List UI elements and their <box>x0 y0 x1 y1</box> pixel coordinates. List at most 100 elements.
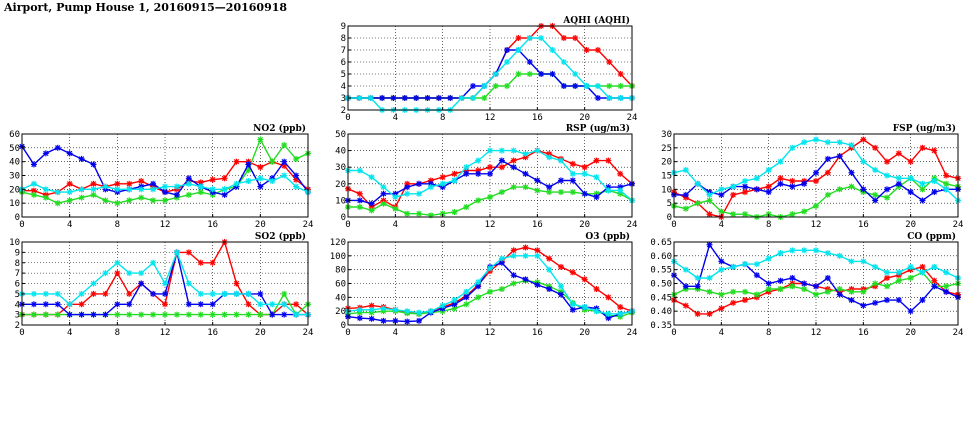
point-rsp-cyan-4 <box>392 194 399 201</box>
point-fsp-red-3 <box>706 211 713 218</box>
point-so2-blue-9 <box>126 301 133 308</box>
point-fsp-cyan-9 <box>777 158 784 165</box>
xtick-rsp-0: 0 <box>345 220 350 230</box>
point-rsp-blue-11 <box>475 170 482 177</box>
point-co-red-21 <box>919 263 926 270</box>
point-so2-cyan-23 <box>293 311 300 318</box>
point-no2-green-3 <box>54 200 61 207</box>
point-no2-cyan-19 <box>245 178 252 185</box>
chart-title-o3: O3 (ppb) <box>585 231 630 242</box>
point-rsp-red-22 <box>605 157 612 164</box>
point-no2-cyan-20 <box>257 175 264 182</box>
point-fsp-red-5 <box>730 191 737 198</box>
xtick-no2-20: 20 <box>255 220 266 230</box>
point-aqhi-blue-4 <box>390 95 397 101</box>
point-fsp-cyan-5 <box>730 183 737 190</box>
point-o3-cyan-6 <box>416 309 422 316</box>
series-no2-blue <box>19 143 311 198</box>
ytick-aqhi-3: 3 <box>341 94 346 104</box>
point-fsp-red-21 <box>919 144 926 151</box>
series-o3-cyan <box>345 252 635 317</box>
xtick-rsp-8: 8 <box>440 220 445 230</box>
point-fsp-red-20 <box>907 158 914 165</box>
point-so2-green-14 <box>185 311 192 318</box>
point-fsp-green-6 <box>742 211 748 218</box>
point-rsp-green-15 <box>522 184 529 191</box>
series-so2-cyan <box>19 249 311 318</box>
chart-title-fsp: FSP (ug/m3) <box>893 123 956 134</box>
chart-o3: 0 4 8 12 16 20 24 0 20 40 60 80 100 120 O3 (ppb) <box>330 231 638 338</box>
point-so2-blue-5 <box>78 311 85 318</box>
point-rsp-blue-12 <box>487 170 493 177</box>
ytick-no2-60: 60 <box>9 130 20 140</box>
point-so2-cyan-4 <box>66 301 73 308</box>
point-so2-blue-22 <box>281 311 288 318</box>
point-o3-cyan-9 <box>451 297 458 304</box>
point-fsp-green-23 <box>943 180 950 187</box>
grid-no2 <box>22 134 308 217</box>
point-aqhi-blue-17 <box>538 71 545 77</box>
xtick-no2-12: 12 <box>160 220 171 230</box>
ytick-o3-20: 20 <box>335 307 346 317</box>
xtick-fsp-12: 12 <box>811 220 822 230</box>
point-so2-green-12 <box>162 311 168 318</box>
point-no2-cyan-5 <box>78 186 85 193</box>
xtick-aqhi-0: 0 <box>345 113 350 123</box>
point-o3-cyan-13 <box>498 255 505 262</box>
point-rsp-green-14 <box>510 184 517 191</box>
point-no2-cyan-21 <box>269 178 276 185</box>
point-co-red-6 <box>742 297 748 304</box>
point-no2-green-11 <box>150 197 157 204</box>
point-o3-cyan-16 <box>534 252 541 259</box>
point-co-blue-10 <box>789 274 796 281</box>
point-rsp-blue-15 <box>522 170 529 177</box>
point-co-green-8 <box>765 286 772 293</box>
point-o3-blue-5 <box>404 318 411 325</box>
xtick-no2-16: 16 <box>207 220 218 230</box>
point-co-blue-16 <box>860 302 867 309</box>
point-rsp-blue-5 <box>404 184 411 191</box>
point-rsp-cyan-15 <box>522 150 529 157</box>
point-so2-blue-20 <box>257 290 264 297</box>
point-co-blue-1 <box>682 283 689 290</box>
point-so2-blue-3 <box>54 301 61 308</box>
point-no2-green-21 <box>269 158 276 165</box>
point-no2-green-14 <box>185 191 192 198</box>
point-no2-blue-12 <box>162 189 168 196</box>
ytick-o3-60: 60 <box>335 280 346 290</box>
point-co-cyan-18 <box>884 269 890 276</box>
point-no2-blue-14 <box>185 175 192 182</box>
point-fsp-blue-8 <box>765 189 772 196</box>
point-aqhi-blue-19 <box>560 83 567 89</box>
point-so2-cyan-10 <box>138 270 145 277</box>
point-no2-cyan-9 <box>126 186 133 193</box>
point-o3-cyan-8 <box>439 302 446 309</box>
xtick-fsp-0: 0 <box>671 220 676 230</box>
ytick-aqhi-2: 2 <box>341 106 346 116</box>
point-no2-red-6 <box>90 180 97 187</box>
point-rsp-green-12 <box>487 194 493 201</box>
point-no2-cyan-15 <box>197 183 204 190</box>
point-rsp-green-5 <box>404 210 411 217</box>
point-so2-cyan-19 <box>245 290 252 297</box>
chart-co: 0 4 8 12 16 20 24 0.35 0.40 0.45 0.50 0.55 0.60 0.65 C… <box>650 231 963 338</box>
point-co-green-20 <box>907 274 914 281</box>
series-no2-cyan <box>19 172 311 196</box>
point-rsp-red-13 <box>498 164 505 171</box>
point-fsp-green-2 <box>694 200 701 207</box>
point-rsp-cyan-11 <box>475 157 482 164</box>
xtick-no2-8: 8 <box>115 220 120 230</box>
point-co-blue-2 <box>694 283 701 290</box>
point-fsp-cyan-17 <box>872 166 879 173</box>
point-aqhi-cyan-1 <box>356 95 363 101</box>
point-aqhi-green-12 <box>481 95 488 101</box>
point-so2-cyan-17 <box>221 290 228 297</box>
ytick-aqhi-6: 6 <box>341 58 346 68</box>
point-so2-red-12 <box>162 301 168 308</box>
point-o3-red-17 <box>546 255 553 262</box>
point-fsp-blue-12 <box>813 169 819 176</box>
point-aqhi-red-24 <box>617 71 624 77</box>
point-no2-cyan-17 <box>221 186 228 193</box>
point-co-red-3 <box>706 310 713 317</box>
